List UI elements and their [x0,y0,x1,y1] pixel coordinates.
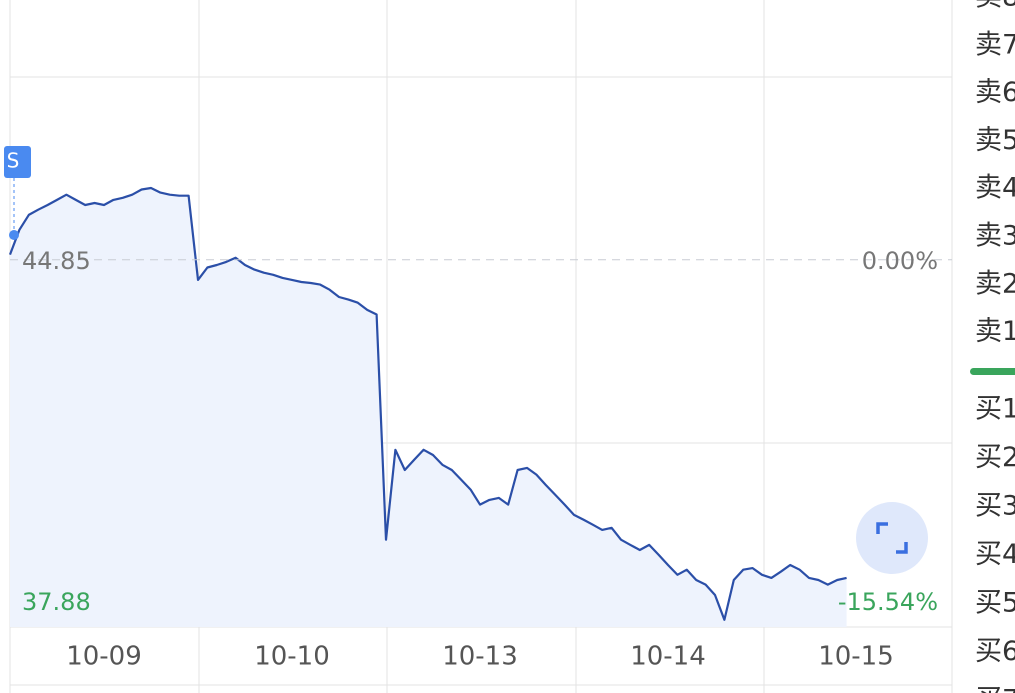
area [10,188,847,627]
ask-label: 卖2 [975,268,1015,299]
expand-icon[interactable] [876,522,908,554]
bid-label: 买1 [975,394,1015,425]
x-tick-label: 10-09 [66,642,142,672]
y-tick-label: 44.85 [22,247,91,275]
ask-label: 卖6 [975,77,1015,108]
x-tick-label: 10-10 [254,642,330,672]
bid-label: 买6 [975,636,1015,667]
marker-label: S [7,149,20,173]
bid-label: 买7 [975,685,1015,693]
x-tick-label: 10-14 [630,642,706,672]
bid-label: 买4 [975,539,1015,570]
y2-tick-label: -15.54% [838,588,938,616]
ask-label: 卖3 [975,221,1015,252]
ask-label: 卖4 [975,173,1015,204]
order-book: 卖8 卖7 卖6 卖5 卖4 卖3 卖2 卖1 买1 买2 买3 买4 买5 买6 买7 [975,0,1015,693]
expand-button[interactable] [856,502,928,574]
bid-label: 买2 [975,442,1015,473]
y2-tick-label: 0.00% [862,247,938,275]
bid-label: 买5 [975,588,1015,619]
marker-badge [4,146,31,178]
x-tick-label: 10-15 [818,642,894,672]
ask-label: 卖1 [975,316,1015,347]
plot: 10-09 10-10 10-13 10-14 10-15 44.85 37.88 0.00%… [8,186,952,672]
marker: S [4,146,31,240]
bid-label: 买3 [975,491,1015,522]
book-divider [970,368,1015,375]
marker-dot [9,230,19,240]
x-tick-label: 10-13 [442,642,518,672]
price-line [8,186,847,621]
ask-label: 卖8 [975,0,1015,13]
ask-label: 卖7 [975,29,1015,60]
expand-circle[interactable] [856,502,928,574]
ask-label: 卖5 [975,125,1015,156]
y-tick-label: 37.88 [22,588,91,616]
